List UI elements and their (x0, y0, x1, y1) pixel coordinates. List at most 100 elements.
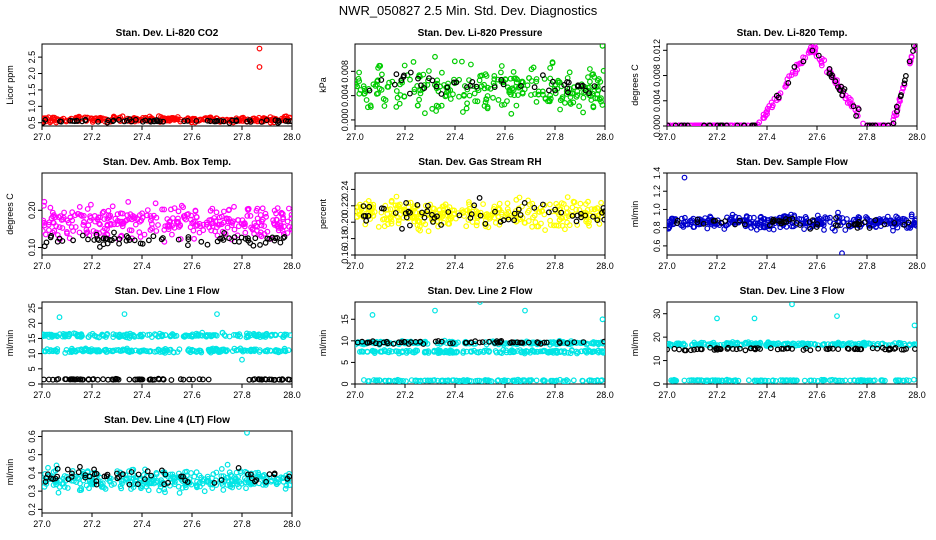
data-point-flagged (155, 375, 162, 382)
data-point-bulk (564, 194, 571, 201)
y-tick-label: 0.000 (652, 115, 662, 138)
data-point-bulk (211, 215, 218, 221)
x-tick-label: 27.4 (446, 132, 464, 142)
data-point-flagged (732, 221, 738, 228)
data-point-bulk (533, 76, 540, 82)
data-point-bulk (770, 226, 777, 233)
data-point-bulk (598, 95, 604, 102)
data-point-bulk (138, 485, 144, 492)
data-point-flagged (42, 478, 49, 485)
data-point-bulk (387, 214, 394, 221)
data-point-band-low (783, 377, 790, 384)
data-point-band-low (505, 377, 511, 384)
data-point-bulk (574, 92, 581, 98)
data-point-band-high (209, 332, 216, 339)
data-point-band-low (591, 378, 598, 384)
data-point-bulk (355, 204, 361, 211)
data-point-band-low (870, 377, 876, 384)
data-point-bulk (841, 219, 847, 226)
x-tick-label: 27.0 (33, 519, 51, 529)
data-point-bulk (459, 58, 465, 65)
x-tick-label: 27.6 (496, 132, 514, 142)
x-tick-label: 28.0 (596, 390, 614, 400)
data-point-bulk (193, 483, 200, 490)
data-point-bulk (667, 225, 672, 232)
data-point-bulk (471, 90, 478, 97)
data-point-bulk (591, 73, 598, 80)
data-point-flagged (564, 85, 571, 92)
data-point-band-high (763, 342, 770, 349)
data-point-bulk (446, 220, 453, 227)
data-point-flagged (517, 212, 524, 218)
data-point-flagged (552, 87, 558, 94)
data-point-band-high (85, 334, 92, 340)
data-point-band-low (412, 377, 419, 384)
data-point-bulk (188, 212, 195, 219)
data-point-flagged (378, 77, 385, 83)
data-point-bulk (510, 68, 517, 75)
data-point-band-low (599, 377, 605, 384)
data-point-flagged (672, 122, 679, 126)
data-point-flagged (280, 234, 287, 241)
data-point-bulk (203, 219, 210, 226)
data-point-bulk (422, 110, 428, 117)
data-point-bulk (388, 220, 395, 227)
data-point-bulk (395, 214, 401, 221)
data-point-bulk (153, 214, 160, 221)
data-point-bulk (401, 62, 408, 69)
data-point-band-low (878, 377, 885, 384)
data-point-flagged (184, 242, 191, 249)
data-point-bulk (498, 69, 504, 76)
data-point-flagged (158, 467, 165, 474)
data-point-flagged (752, 346, 759, 353)
data-point-band-mid (358, 348, 365, 355)
data-point-bulk (94, 216, 101, 223)
data-point-bulk (522, 220, 528, 226)
data-point-band-high (253, 333, 260, 340)
data-point-flagged (742, 347, 749, 354)
data-point-flagged (564, 340, 571, 347)
data-point-bulk (105, 207, 112, 214)
data-point-band-mid (56, 314, 63, 321)
data-point-flagged (438, 338, 445, 345)
data-point-band-mid (558, 348, 565, 355)
data-point-band-mid (165, 297, 170, 302)
data-point-bulk (508, 110, 515, 117)
data-point-bulk (439, 69, 445, 76)
data-point-bulk (258, 233, 265, 240)
data-point-bulk (594, 77, 601, 84)
data-point-band-high (203, 332, 210, 339)
data-point-flagged (561, 81, 568, 88)
data-point-bulk (577, 200, 584, 207)
x-tick-label: 27.8 (233, 261, 251, 271)
data-point-flagged (95, 118, 101, 125)
data-point-bulk (524, 82, 531, 89)
data-point-band-low (422, 377, 428, 384)
data-point-bulk (275, 479, 281, 486)
data-point-bulk (585, 74, 591, 80)
data-point-band-mid (370, 348, 377, 355)
data-point-band-low (586, 377, 592, 384)
data-point-bulk (583, 218, 589, 225)
data-point-band-low (459, 377, 466, 384)
panel-3: Stan. Dev. Li-820 Temp. degrees C 27.0 27.2… (630, 28, 926, 142)
x-tick-label: 27.8 (546, 261, 564, 271)
data-point-band-high (901, 340, 908, 347)
data-point-bulk (764, 108, 771, 114)
data-point-bulk (460, 109, 466, 115)
data-point-band-low (365, 378, 371, 384)
data-point-bulk (529, 223, 535, 230)
data-point-bulk (233, 478, 240, 485)
data-point-flagged (676, 346, 682, 353)
data-point-flagged (82, 116, 89, 123)
data-point-flagged (79, 232, 86, 239)
data-point-band-high (120, 332, 127, 339)
data-point-band-low (772, 378, 779, 384)
data-point-band-mid (468, 349, 475, 355)
data-point-flagged (827, 70, 833, 77)
data-point-band-mid (275, 347, 282, 354)
data-point-band-low (570, 377, 577, 384)
data-point-bulk (533, 98, 540, 105)
x-tick-label: 27.0 (346, 261, 364, 271)
data-point-bulk (259, 205, 266, 212)
